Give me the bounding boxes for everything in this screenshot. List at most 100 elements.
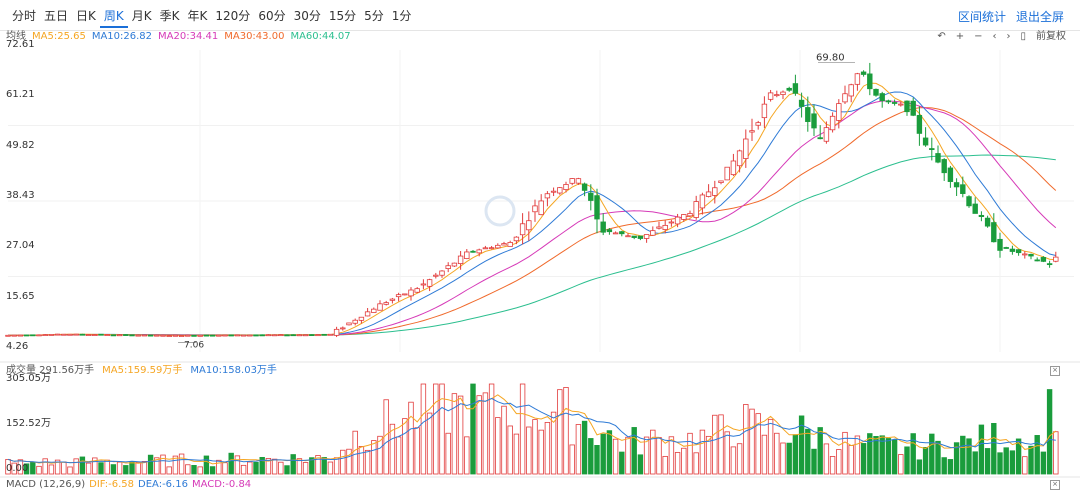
legend-item: MA10:158.03万手 <box>190 365 277 376</box>
candle-body <box>1034 259 1040 262</box>
candle-body <box>854 73 861 85</box>
ma-line-ma20 <box>7 100 1057 336</box>
candle-body <box>922 137 929 146</box>
period-tab[interactable]: 分时 <box>12 9 37 23</box>
candle-body <box>873 88 879 96</box>
volume-bar <box>408 401 414 475</box>
volume-bar <box>433 383 439 475</box>
volume-bar <box>30 461 36 475</box>
pan-right-icon[interactable]: › <box>1006 31 1011 42</box>
price-tick: 72.61 <box>6 39 35 50</box>
volume-bar <box>420 383 427 475</box>
volume-bar <box>92 457 98 475</box>
candle-body <box>420 283 427 286</box>
period-tab[interactable]: 15分 <box>328 9 357 23</box>
candle-body <box>253 334 259 337</box>
legend-item: DEA:-6.16 <box>138 479 188 490</box>
candle-body <box>798 99 805 107</box>
period-tab[interactable]: 30分 <box>293 9 321 23</box>
candle-body <box>687 213 693 217</box>
volume-bar <box>1046 389 1053 475</box>
candle-body <box>581 183 588 191</box>
period-tab[interactable]: 年K <box>187 9 208 23</box>
candle-body <box>668 221 675 224</box>
volume-bar <box>290 454 296 475</box>
volume-tick: 152.52万 <box>6 418 51 429</box>
volume-bar <box>625 436 631 475</box>
volume-bar <box>98 462 104 475</box>
candle-body <box>135 334 141 337</box>
candle-body <box>464 251 470 259</box>
volume-bar <box>588 438 594 475</box>
toolbar-link[interactable]: 退出全屏 <box>1015 10 1064 24</box>
volume-bar <box>333 457 340 475</box>
volume-bar <box>79 456 86 475</box>
volume-bar <box>457 395 464 475</box>
volume-bar <box>836 449 842 475</box>
volume-bar <box>222 462 228 475</box>
period-tab[interactable]: 日K <box>76 9 96 23</box>
period-tab[interactable]: 月K <box>131 9 152 23</box>
macd-close-icon[interactable]: × <box>1050 480 1060 490</box>
candle-body <box>129 334 135 337</box>
candle-body <box>606 229 613 233</box>
candle-body <box>786 87 792 91</box>
period-tab[interactable]: 1分 <box>391 9 412 23</box>
candle-body <box>364 311 371 317</box>
period-tab[interactable]: 5分 <box>364 9 384 23</box>
candle-body <box>550 190 557 193</box>
volume-bar <box>687 432 693 475</box>
candle-body <box>885 100 892 103</box>
candle-body <box>501 243 507 246</box>
volume-bar <box>216 459 222 475</box>
volume-bar <box>377 435 383 475</box>
zoom-out-icon[interactable]: − <box>974 31 983 42</box>
volume-bar <box>743 404 749 475</box>
candle-body <box>265 334 272 337</box>
candle-body <box>1015 249 1022 254</box>
candle-body <box>172 334 179 337</box>
period-tab[interactable]: 五日 <box>44 9 69 23</box>
candle-body <box>904 100 910 113</box>
candle-body <box>147 334 154 337</box>
candle-body <box>73 333 79 336</box>
volume-bar <box>619 451 625 475</box>
period-tab[interactable]: 60分 <box>258 9 286 23</box>
volume-bar <box>426 412 433 475</box>
volume-bar <box>922 447 929 475</box>
candle-body <box>216 334 222 337</box>
period-tab[interactable]: 120分 <box>215 9 251 23</box>
volume-bar <box>358 446 365 475</box>
period-tab[interactable]: 季K <box>159 9 180 23</box>
volume-bar <box>1028 445 1034 475</box>
back-arrow-icon[interactable]: ↶ <box>937 31 946 42</box>
toolbar-link[interactable]: 区间统计 <box>957 10 1006 24</box>
volume-bar <box>228 452 234 475</box>
pan-left-icon[interactable]: ‹ <box>992 31 997 42</box>
candle-body <box>662 224 668 230</box>
volume-bar <box>495 417 501 475</box>
candle-body <box>247 334 253 337</box>
candle-body <box>185 334 191 337</box>
zoom-in-icon[interactable]: + <box>955 31 965 42</box>
candle-body <box>290 334 296 337</box>
volume-bar <box>631 427 637 475</box>
volume-bar <box>656 437 662 475</box>
candle-body <box>104 334 110 336</box>
candle-body <box>98 333 104 336</box>
candle-body <box>321 333 327 336</box>
volume-bar <box>85 462 92 475</box>
volume-close-icon[interactable]: × <box>1050 366 1060 376</box>
candle-body <box>160 334 166 337</box>
volume-bar <box>1053 431 1059 475</box>
restore-right-toggle[interactable]: 前复权 <box>1036 31 1066 42</box>
candle-body <box>110 334 117 337</box>
period-tab[interactable]: 周K <box>99 8 128 28</box>
candle-body <box>191 334 197 337</box>
candle-type-icon[interactable]: ▯ <box>1020 31 1026 42</box>
candle-body <box>774 94 780 97</box>
candle-body <box>296 334 303 337</box>
volume-bar <box>185 464 191 475</box>
candle-body <box>891 102 898 104</box>
